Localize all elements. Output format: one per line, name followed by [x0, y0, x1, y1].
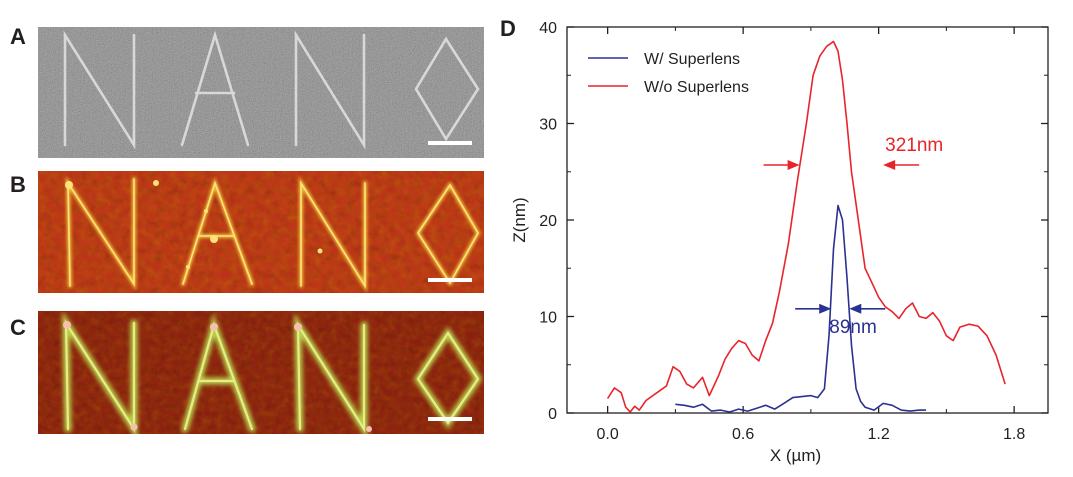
panel-a-letters — [63, 30, 480, 150]
series-line-with-superlens — [675, 204, 927, 413]
chart-series-group — [606, 40, 1006, 413]
panel-b-scalebar — [428, 278, 472, 282]
annotation-label: 321nm — [885, 135, 943, 156]
panel-label-c: C — [10, 315, 26, 340]
panel-a-scalebar — [428, 141, 472, 145]
panel-c-scalebar — [428, 417, 472, 421]
panel-label-b: B — [10, 172, 26, 197]
panel-b-bright-spots — [65, 180, 323, 269]
y-tick-label: 10 — [539, 310, 557, 327]
series-line-without-superlens — [606, 40, 1006, 413]
chart-legend: W/ Superlens W/o Superlens — [588, 51, 749, 96]
y-tick-label: 20 — [539, 213, 557, 230]
panel-a-noise — [38, 27, 484, 158]
panel-a-image — [38, 27, 484, 158]
annotation-arrowhead-right — [883, 159, 896, 170]
y-tick-label: 40 — [539, 20, 557, 37]
legend-label: W/o Superlens — [644, 79, 749, 96]
y-tick-label: 0 — [548, 406, 557, 423]
legend-label: W/ Superlens — [644, 51, 740, 68]
x-tick-label: 0.6 — [732, 426, 754, 443]
chart-annotations: 321nm 89nm — [763, 135, 943, 338]
panel-a-svg — [38, 27, 484, 158]
annotation-arrowhead-right — [849, 303, 862, 314]
panel-c-noise — [38, 311, 484, 434]
annotation-label: 89nm — [829, 317, 877, 338]
x-tick-label: 1.8 — [1003, 426, 1025, 443]
panel-label-d: D — [500, 16, 516, 41]
panel-label-a: A — [10, 24, 26, 49]
x-axis-label: X (µm) — [770, 446, 821, 465]
x-tick-label: 0.0 — [597, 426, 619, 443]
panel-c-bright-spots — [63, 321, 372, 432]
chart-axes: 0.0 0.6 1.2 1.8 0 10 20 30 40 X (µm) Z(nm) — [510, 20, 1049, 465]
annotation-arrowhead-left — [787, 159, 800, 170]
panel-c-image — [38, 311, 484, 434]
panel-b-svg — [38, 171, 484, 293]
panel-c-svg — [38, 311, 484, 434]
plot-frame — [566, 26, 1049, 414]
y-tick-label: 30 — [539, 117, 557, 134]
panel-b-noise — [38, 171, 484, 293]
x-tick-label: 1.2 — [868, 426, 890, 443]
panel-b-image — [38, 171, 484, 293]
annotation-arrowhead-left — [819, 303, 832, 314]
y-axis-label: Z(nm) — [510, 197, 529, 242]
